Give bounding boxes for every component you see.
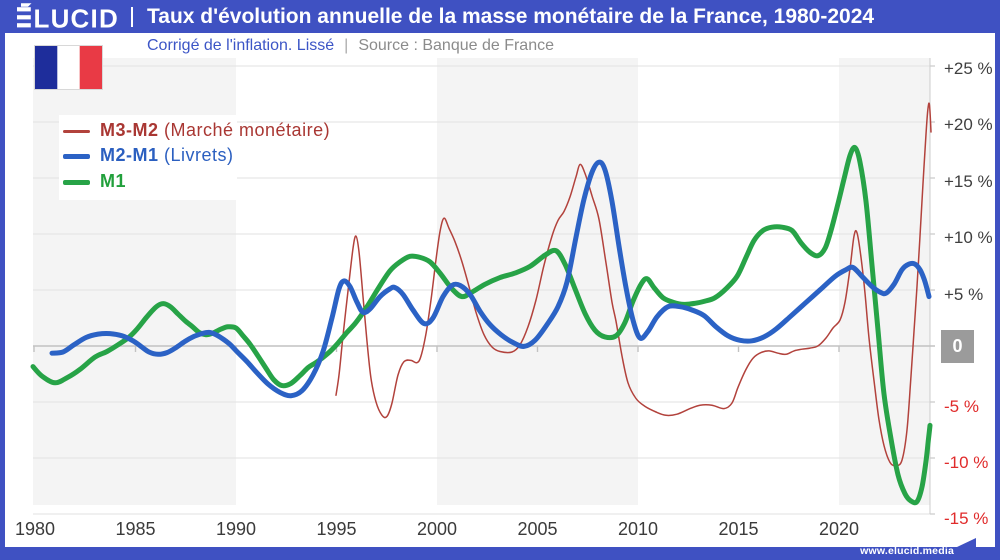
svg-text:LUCID: LUCID xyxy=(34,3,119,30)
